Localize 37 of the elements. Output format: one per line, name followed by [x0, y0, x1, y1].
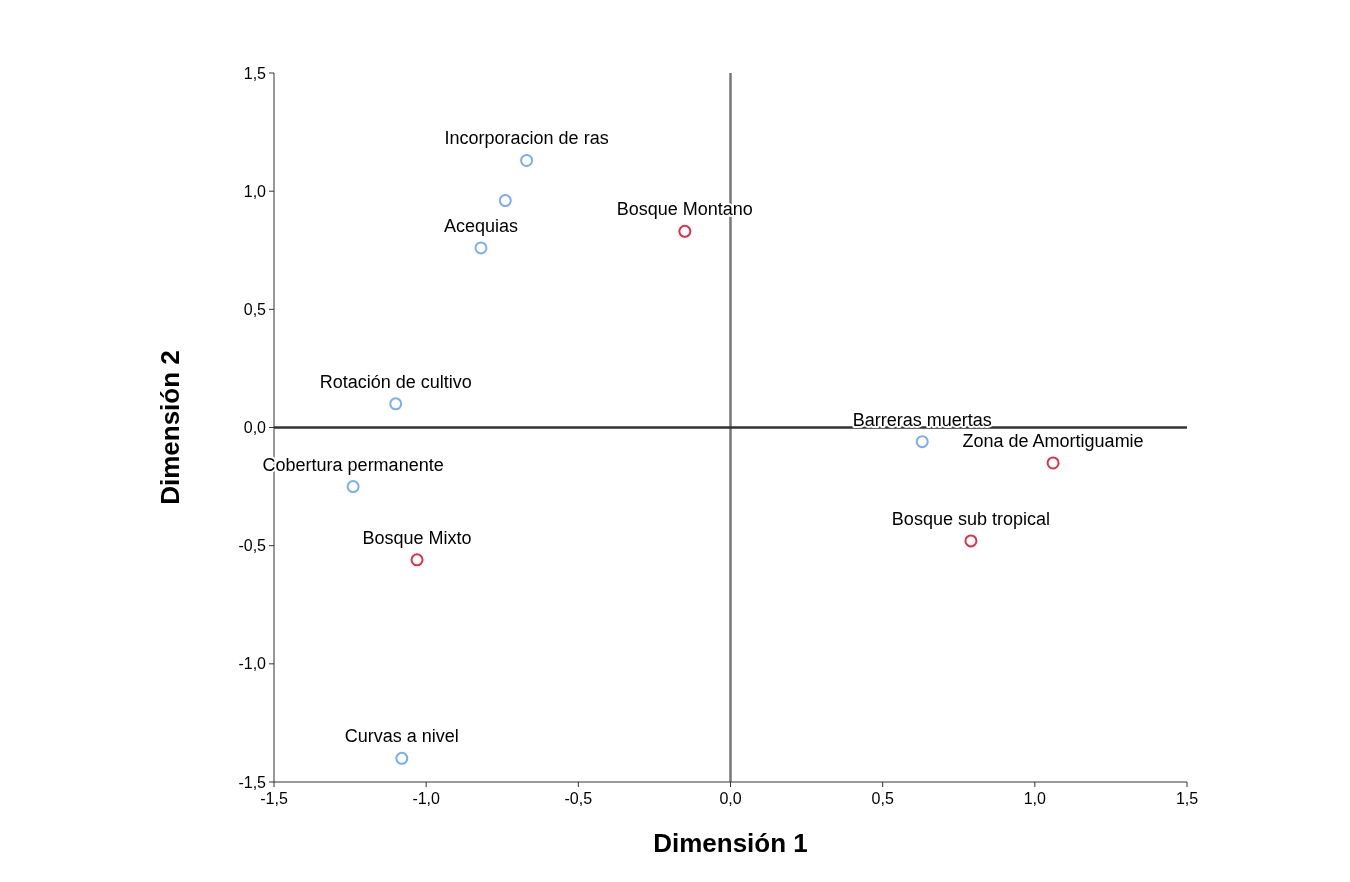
y-tick-label: 0,0: [243, 419, 267, 437]
x-tick-label: 0,5: [871, 790, 894, 807]
point: [389, 397, 403, 411]
point: [1046, 456, 1060, 470]
point: [498, 194, 512, 208]
point: [915, 435, 929, 449]
annotation: Curvas a nivel: [344, 726, 459, 747]
point: [964, 534, 978, 548]
y-tick-label: -0,5: [238, 537, 267, 555]
x-axis-title: Dimensión 1: [653, 828, 808, 858]
x-tick-label: -1,5: [260, 790, 288, 807]
annotation: Acequias: [443, 215, 518, 236]
annotation: Barreras muertas: [852, 409, 992, 430]
y-tick-label: 1,0: [243, 182, 267, 200]
x-tick-label: -0,5: [564, 790, 593, 807]
point: [395, 751, 409, 765]
annotation: Zona de Amortiguamie: [962, 430, 1144, 451]
point: [346, 480, 360, 494]
point: [520, 153, 534, 167]
point: [678, 224, 692, 238]
y-axis-title: Dimensión 2: [155, 350, 185, 505]
x-tick-label: 1,0: [1023, 790, 1047, 807]
annotation: Bosque Mixto: [362, 527, 472, 548]
point: [474, 241, 488, 255]
x-tick-label: -1,0: [412, 790, 441, 807]
y-tick-label: 0,5: [243, 300, 267, 318]
y-tick-label: -1,0: [238, 655, 267, 673]
annotation: Cobertura permanente: [262, 454, 444, 475]
y-tick-label: 1,5: [243, 64, 267, 82]
x-tick-label: 1,5: [1175, 790, 1199, 807]
x-tick-label: 0,0: [719, 790, 742, 807]
point: [410, 553, 424, 567]
annotation: Bosque sub tropical: [891, 508, 1050, 529]
annotation: Incorporacion de ras: [444, 128, 609, 149]
annotation: Rotación de cultivo: [319, 371, 472, 392]
annotation: Bosque Montano: [616, 199, 753, 220]
y-tick-label: -1,5: [238, 773, 267, 791]
